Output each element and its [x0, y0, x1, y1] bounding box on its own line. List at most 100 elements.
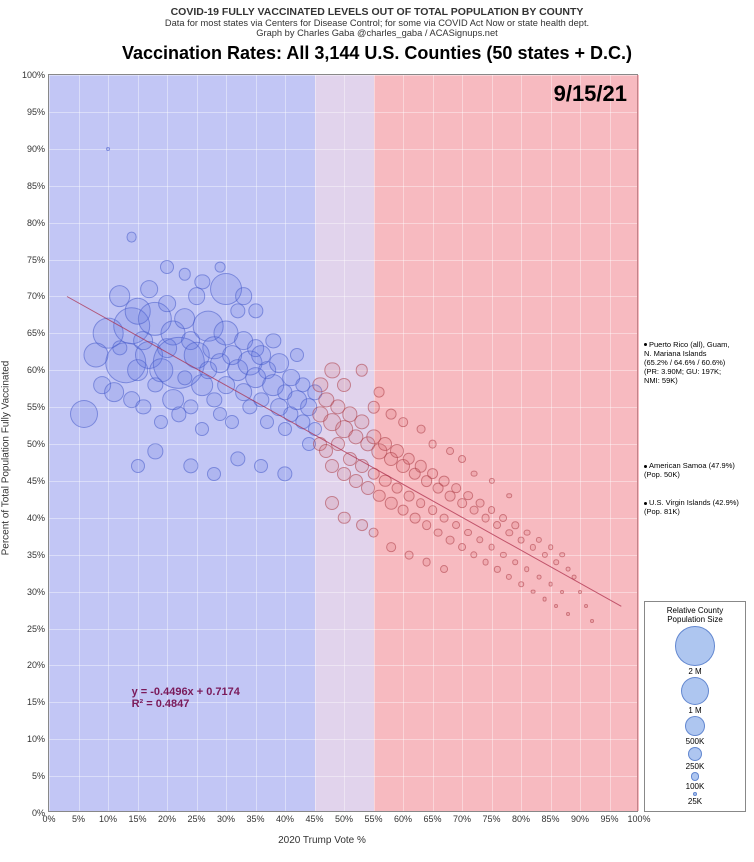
county-bubble: [215, 261, 226, 272]
county-bubble: [290, 348, 304, 362]
county-bubble: [104, 382, 124, 402]
legend-label: 2 M: [647, 667, 743, 676]
county-bubble: [416, 498, 426, 508]
chart-body: Percent of Total Population Fully Vaccin…: [0, 68, 754, 848]
y-tick: 45%: [27, 476, 49, 486]
county-bubble: [409, 512, 420, 523]
county-bubble: [488, 544, 495, 551]
county-bubble: [463, 491, 473, 501]
legend-item: 100K: [647, 772, 743, 791]
chart-container: COVID-19 FULLY VACCINATED LEVELS OUT OF …: [0, 0, 754, 848]
county-bubble: [398, 505, 409, 516]
x-tick: 40%: [276, 811, 294, 824]
x-tick: 10%: [99, 811, 117, 824]
county-bubble: [140, 280, 158, 298]
legend-item: 25K: [647, 792, 743, 806]
header-line1: COVID-19 FULLY VACCINATED LEVELS OUT OF …: [10, 6, 744, 18]
equation-line2: R² = 0.4847: [132, 698, 240, 710]
county-bubble: [475, 499, 484, 508]
county-bubble: [560, 590, 564, 594]
county-bubble: [439, 475, 450, 486]
county-bubble: [386, 409, 397, 420]
territory-note: U.S. Virgin Islands (42.9%)(Pop. 81K): [644, 498, 739, 516]
y-tick: 30%: [27, 587, 49, 597]
county-bubble: [536, 574, 541, 579]
county-bubble: [446, 536, 455, 545]
y-tick: 55%: [27, 402, 49, 412]
county-bubble: [386, 542, 396, 552]
legend-title: Relative CountyPopulation Size: [647, 606, 743, 624]
county-bubble: [566, 612, 570, 616]
x-tick: 70%: [453, 811, 471, 824]
county-bubble: [548, 582, 553, 587]
county-bubble: [254, 459, 268, 473]
county-bubble: [427, 468, 439, 480]
legend-label: 25K: [647, 797, 743, 806]
county-bubble: [422, 558, 431, 567]
x-tick: 25%: [187, 811, 205, 824]
county-bubble: [355, 364, 368, 377]
date-annotation: 9/15/21: [554, 81, 627, 107]
population-legend: Relative CountyPopulation Size 2 M 1 M 500K…: [644, 601, 746, 812]
county-bubble: [374, 387, 385, 398]
county-bubble: [404, 550, 413, 559]
legend-circle-icon: [693, 792, 697, 796]
header-line2: Data for most states via Centers for Dis…: [10, 18, 744, 28]
county-bubble: [428, 506, 438, 516]
equation-line1: y = -0.4496x + 0.7174: [132, 686, 240, 698]
y-tick: 35%: [27, 550, 49, 560]
side-annotations: Puerto Rico (all), Guam,N. Mariana Islan…: [642, 74, 750, 812]
county-bubble: [207, 467, 221, 481]
county-bubble: [499, 514, 507, 522]
y-tick: 15%: [27, 697, 49, 707]
chart-header: COVID-19 FULLY VACCINATED LEVELS OUT OF …: [0, 0, 754, 40]
legend-label: 500K: [647, 737, 743, 746]
county-bubble: [518, 537, 525, 544]
county-bubble: [422, 520, 432, 530]
county-bubble: [488, 506, 496, 514]
y-tick: 60%: [27, 365, 49, 375]
county-bubble: [451, 483, 461, 493]
county-bubble: [325, 496, 339, 510]
legend-item: 500K: [647, 716, 743, 746]
x-tick: 75%: [482, 811, 500, 824]
x-tick: 65%: [423, 811, 441, 824]
county-bubble: [440, 513, 449, 522]
county-bubble: [235, 288, 253, 306]
legend-circle-icon: [685, 716, 705, 736]
header-line3: Graph by Charles Gaba @charles_gaba / AC…: [10, 28, 744, 38]
plot-area: 0%5%10%15%20%25%30%35%40%45%50%55%60%65%…: [48, 74, 638, 812]
x-tick: 5%: [72, 811, 85, 824]
regression-equation: y = -0.4496x + 0.7174 R² = 0.4847: [132, 686, 240, 710]
x-tick: 80%: [512, 811, 530, 824]
legend-label: 1 M: [647, 706, 743, 715]
county-bubble: [434, 528, 443, 537]
county-bubble: [481, 513, 490, 522]
x-tick: 20%: [158, 811, 176, 824]
legend-circle-icon: [675, 626, 715, 666]
county-bubble: [403, 452, 416, 465]
county-bubble: [554, 604, 558, 608]
county-bubble: [452, 521, 460, 529]
y-tick: 40%: [27, 513, 49, 523]
county-bubble: [367, 401, 380, 414]
county-bubble: [482, 559, 489, 566]
county-bubble: [356, 519, 368, 531]
x-tick: 55%: [364, 811, 382, 824]
legend-circle-icon: [688, 747, 702, 761]
county-bubble: [416, 425, 425, 434]
county-bubble: [338, 512, 351, 525]
county-bubble: [398, 417, 408, 427]
county-bubble: [70, 400, 98, 428]
county-bubble: [154, 415, 168, 429]
x-axis-label: 2020 Trump Vote %: [0, 835, 644, 846]
county-bubble: [548, 545, 554, 551]
x-tick: 15%: [128, 811, 146, 824]
county-bubble: [446, 447, 454, 455]
county-bubble: [158, 295, 176, 313]
county-bubble: [160, 260, 174, 274]
y-tick: 70%: [27, 291, 49, 301]
y-tick: 90%: [27, 144, 49, 154]
x-tick: 95%: [600, 811, 618, 824]
county-bubble: [414, 460, 427, 473]
